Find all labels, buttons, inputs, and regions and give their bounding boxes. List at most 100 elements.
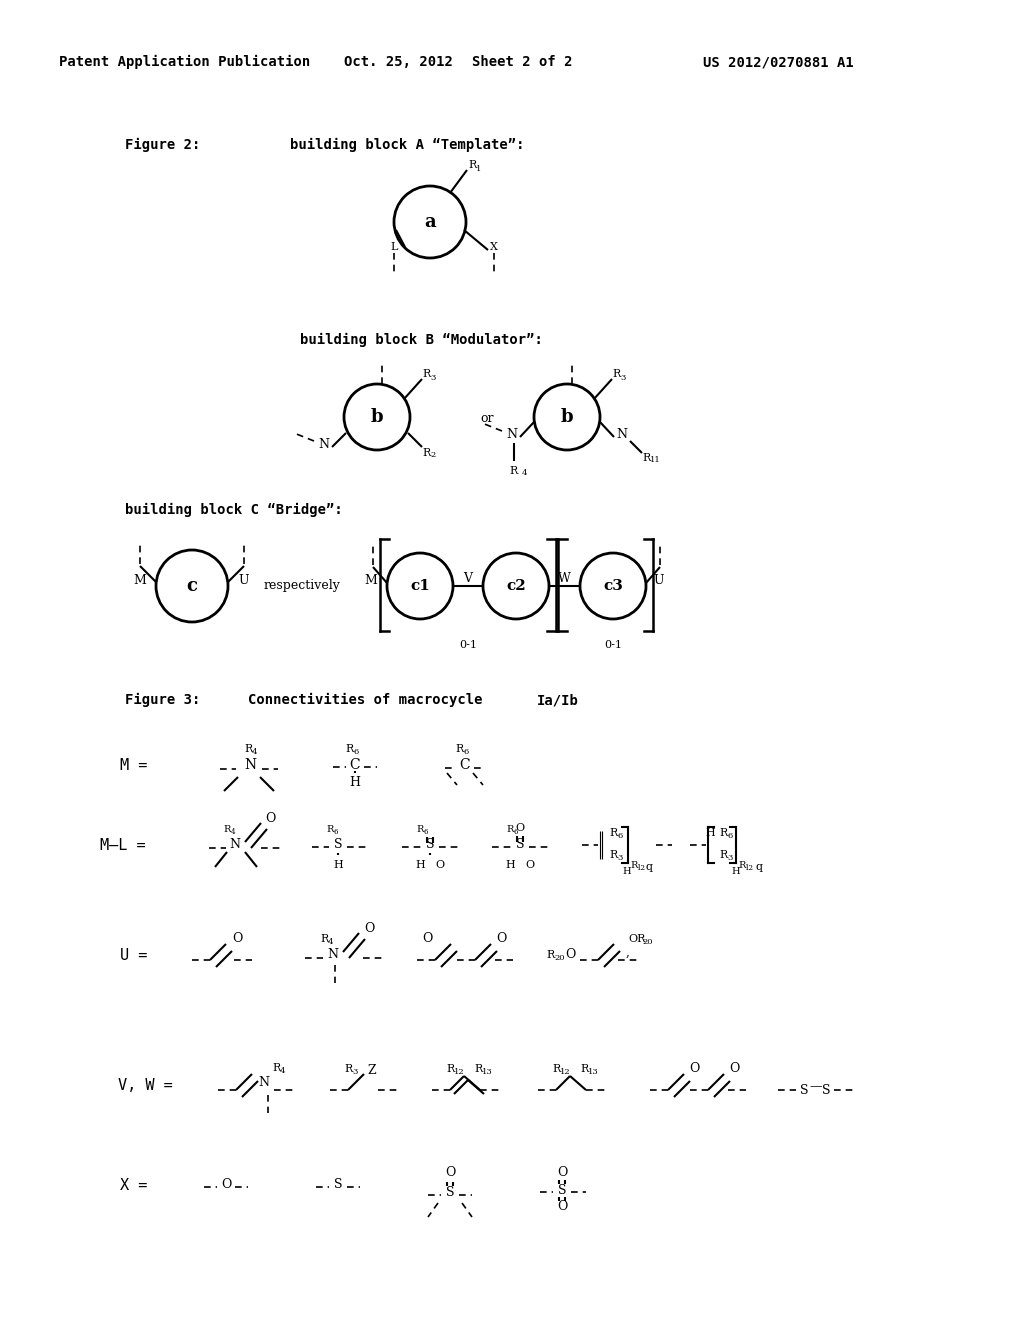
Text: R: R: [422, 370, 430, 379]
Text: Oct. 25, 2012: Oct. 25, 2012: [344, 55, 453, 69]
Text: H: H: [732, 866, 740, 875]
Text: S: S: [821, 1084, 830, 1097]
Text: N: N: [258, 1076, 269, 1089]
Text: R: R: [446, 1064, 455, 1074]
Text: O: O: [525, 861, 535, 870]
Text: Figure 2:: Figure 2:: [125, 137, 201, 152]
Text: 4: 4: [252, 748, 257, 756]
Text: R: R: [630, 861, 637, 870]
Text: M—L =: M—L =: [100, 837, 145, 853]
Text: 11: 11: [650, 455, 660, 465]
Text: R: R: [422, 447, 430, 458]
Text: O: O: [496, 932, 506, 945]
Text: S: S: [426, 838, 434, 851]
Text: Connectivities of macrocycle: Connectivities of macrocycle: [248, 693, 490, 708]
Text: R: R: [223, 825, 230, 833]
Text: N: N: [616, 429, 628, 441]
Text: O: O: [565, 949, 575, 961]
Text: R: R: [719, 828, 727, 838]
Text: b: b: [561, 408, 573, 426]
Text: building block A “Template”:: building block A “Template”:: [290, 137, 524, 152]
Text: Figure 3:: Figure 3:: [125, 693, 201, 708]
Text: O: O: [557, 1167, 567, 1180]
Text: 0-1: 0-1: [604, 640, 622, 649]
Text: R: R: [719, 850, 727, 861]
Text: S: S: [445, 1187, 455, 1200]
Text: O: O: [364, 923, 374, 936]
Text: O: O: [422, 932, 432, 945]
Text: a: a: [424, 213, 436, 231]
Text: S: S: [334, 1179, 342, 1192]
Text: R: R: [474, 1064, 482, 1074]
Text: C: C: [460, 758, 470, 772]
Text: O: O: [231, 932, 243, 945]
Text: 6: 6: [727, 832, 732, 840]
Text: R: R: [642, 453, 650, 463]
Text: R: R: [326, 825, 334, 833]
Text: 6: 6: [514, 828, 518, 836]
Text: V, W =: V, W =: [118, 1077, 173, 1093]
Text: N: N: [318, 438, 330, 451]
Text: H: H: [623, 866, 632, 875]
Text: S: S: [334, 838, 342, 851]
Text: L: L: [390, 242, 397, 252]
Text: 3: 3: [727, 854, 732, 862]
Text: 20: 20: [554, 954, 564, 962]
Text: US 2012/0270881 A1: US 2012/0270881 A1: [702, 55, 853, 69]
Text: R: R: [468, 160, 476, 170]
Text: N: N: [229, 838, 241, 851]
Text: 13: 13: [482, 1068, 493, 1076]
Text: 4: 4: [522, 469, 527, 477]
Text: 12: 12: [636, 865, 645, 873]
Text: S: S: [558, 1184, 566, 1196]
Text: X: X: [490, 242, 498, 252]
Text: R: R: [580, 1064, 588, 1074]
Text: R: R: [612, 370, 621, 379]
Text: R: R: [272, 1063, 281, 1073]
Text: 13: 13: [588, 1068, 599, 1076]
Text: 0-1: 0-1: [459, 640, 477, 649]
Text: q: q: [646, 862, 653, 873]
Text: O: O: [444, 1167, 456, 1180]
Text: 4: 4: [328, 939, 334, 946]
Text: R: R: [546, 950, 554, 960]
Text: O: O: [729, 1063, 739, 1076]
Text: 20: 20: [642, 939, 652, 946]
Text: C: C: [349, 758, 360, 772]
Text: b: b: [371, 408, 383, 426]
Text: O: O: [557, 1200, 567, 1213]
Text: X =: X =: [120, 1177, 147, 1192]
Text: Sheet 2 of 2: Sheet 2 of 2: [472, 55, 572, 69]
Text: 6: 6: [463, 748, 468, 756]
Text: R: R: [455, 744, 463, 754]
Text: building block C “Bridge”:: building block C “Bridge”:: [125, 503, 343, 517]
Text: H: H: [349, 776, 360, 789]
Text: H: H: [505, 861, 515, 870]
Text: 12: 12: [454, 1068, 465, 1076]
Text: N: N: [507, 429, 517, 441]
Text: U =: U =: [120, 948, 147, 962]
Text: N: N: [244, 758, 256, 772]
Text: H: H: [333, 861, 343, 870]
Text: 6: 6: [334, 828, 339, 836]
Text: H: H: [706, 828, 715, 838]
Text: U: U: [653, 573, 665, 586]
Text: N: N: [328, 949, 339, 961]
Text: 3: 3: [620, 374, 626, 381]
Text: c1: c1: [410, 579, 430, 593]
Text: Ia/Ib: Ia/Ib: [537, 693, 579, 708]
Text: Z: Z: [368, 1064, 376, 1077]
Text: R: R: [345, 744, 353, 754]
Text: c2: c2: [506, 579, 526, 593]
Text: or: or: [480, 412, 494, 425]
Text: O: O: [265, 813, 275, 825]
Text: 1: 1: [476, 165, 481, 173]
Text: R: R: [609, 850, 617, 861]
Text: S: S: [516, 838, 524, 851]
Text: c3: c3: [603, 579, 623, 593]
Text: ,: ,: [626, 945, 630, 958]
Text: O: O: [689, 1063, 699, 1076]
Text: 12: 12: [744, 865, 753, 873]
Text: O: O: [515, 822, 524, 833]
Text: M: M: [133, 574, 146, 587]
